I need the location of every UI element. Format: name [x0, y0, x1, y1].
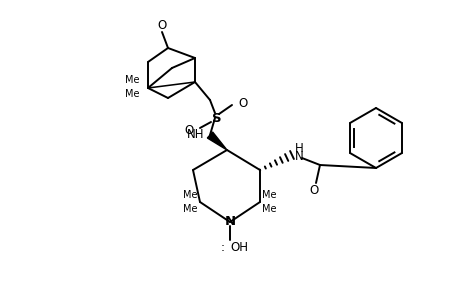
- Text: H: H: [294, 142, 303, 154]
- Text: Me: Me: [262, 204, 276, 214]
- Polygon shape: [207, 132, 226, 150]
- Text: Me: Me: [183, 204, 197, 214]
- Text: S: S: [212, 112, 221, 124]
- Text: :: :: [220, 242, 224, 254]
- Text: O: O: [157, 19, 166, 32]
- Text: O: O: [185, 124, 194, 136]
- Text: Me: Me: [125, 89, 140, 99]
- Text: Me: Me: [183, 190, 197, 200]
- Text: N: N: [224, 215, 235, 229]
- Text: Me: Me: [262, 190, 276, 200]
- Text: N: N: [294, 151, 303, 164]
- Text: NH: NH: [186, 128, 203, 142]
- Text: O: O: [237, 97, 247, 110]
- Text: O: O: [309, 184, 318, 197]
- Text: OH: OH: [230, 242, 247, 254]
- Text: Me: Me: [125, 75, 140, 85]
